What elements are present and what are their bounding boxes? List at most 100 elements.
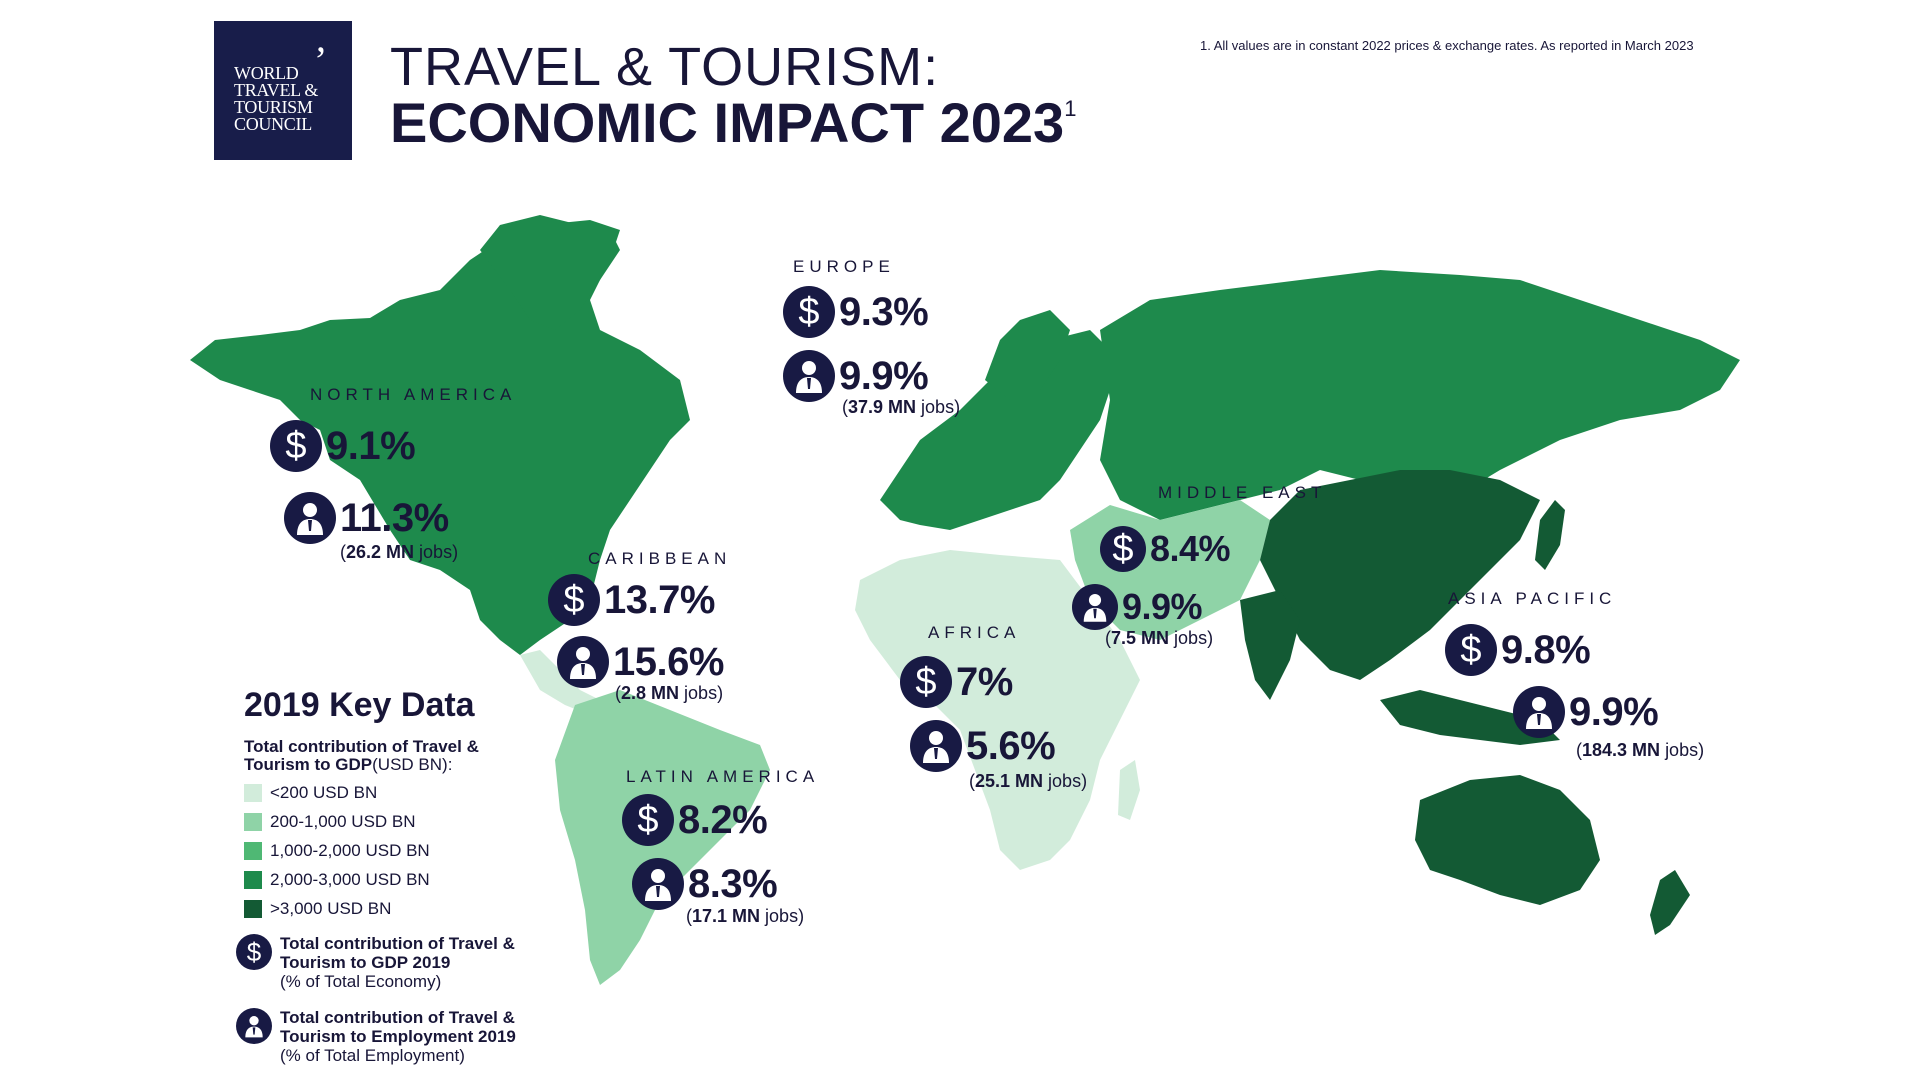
region-name-africa: AFRICA (928, 623, 1021, 642)
title-footnote-marker: 1 (1064, 96, 1077, 121)
land-southeast-asia (1380, 690, 1560, 745)
legend-employment-key-text: Total contribution of Travel & Tourism t… (280, 1008, 570, 1065)
legend-item: 1,000-2,000 USD BN (244, 841, 430, 861)
legend-subtitle: Total contribution of Travel & Tourism t… (244, 738, 544, 774)
page-title-line2: ECONOMIC IMPACT 20231 (390, 90, 1076, 155)
land-madagascar (1118, 760, 1140, 820)
land-north-asia (1100, 270, 1740, 520)
employment-stat-europe: 9.9% (783, 350, 929, 402)
gdp-stat-asia-pacific: $ 9.8% (1445, 624, 1591, 676)
land-japan (1535, 500, 1565, 570)
jobs-number: 17.1 MN (692, 906, 761, 926)
land-north-america (190, 220, 690, 655)
legend-swatch (244, 871, 262, 889)
jobs-asia-pacific: (184.3 MN jobs) (1576, 740, 1705, 760)
logo-line: TRAVEL & (234, 80, 319, 100)
legend-item: 200-1,000 USD BN (244, 812, 416, 832)
gdp-stat-north-america: $ 9.1% (270, 420, 416, 472)
legend-employment-key: Total contribution of Travel & Tourism t… (236, 1008, 570, 1065)
jobs-africa: (25.1 MN jobs) (969, 771, 1088, 791)
land-europe (880, 330, 1110, 530)
dollar-icon: $ (236, 934, 272, 970)
legend-title: 2019 Key Data (244, 686, 475, 724)
land-africa (855, 550, 1140, 870)
gdp-stat-middle-east: $ 8.4% (1100, 526, 1231, 572)
region-name-north-america: NORTH AMERICA (310, 385, 517, 404)
gdp-value: 9.8% (1501, 627, 1591, 672)
jobs-north-america: (26.2 MN jobs) (340, 542, 459, 562)
land-central-america (520, 650, 600, 715)
legend-item: >3,000 USD BN (244, 899, 391, 919)
legend-swatch (244, 900, 262, 918)
gdp-value: 8.2% (678, 797, 768, 842)
legend-label: 200-1,000 USD BN (270, 812, 416, 831)
employment-stat-north-america: 11.3% (284, 492, 449, 544)
gdp-value: 9.3% (839, 289, 929, 334)
employment-stat-middle-east: 9.9% (1072, 584, 1203, 630)
legend-employment-key-normal: (% of Total Employment) (280, 1046, 465, 1065)
logo-line: TOURISM (234, 97, 313, 117)
legend-employment-key-bold: Total contribution of Travel & Tourism t… (280, 1008, 516, 1046)
jobs-number: 7.5 MN (1111, 628, 1170, 648)
dollar-icon: $ (783, 286, 835, 338)
dollar-icon: $ (1100, 526, 1146, 572)
footnote: 1. All values are in constant 2022 price… (1200, 38, 1694, 53)
jobs-number: 25.1 MN (975, 771, 1044, 791)
legend-gdp-key-normal: (% of Total Economy) (280, 972, 442, 991)
person-icon (557, 636, 609, 688)
person-icon (632, 858, 684, 910)
legend-label: 2,000-3,000 USD BN (270, 870, 430, 889)
gdp-value: 9.1% (326, 423, 416, 468)
land-australia (1415, 775, 1600, 905)
land-india (1240, 590, 1300, 700)
employment-value: 15.6% (613, 639, 724, 684)
legend-swatch (244, 842, 262, 860)
person-icon (1513, 686, 1565, 738)
employment-value: 5.6% (966, 723, 1056, 768)
legend-gdp-key: $ Total contribution of Travel & Tourism… (236, 934, 530, 991)
legend-item: 2,000-3,000 USD BN (244, 870, 430, 890)
legend-gdp-key-bold: Total contribution of Travel & Tourism t… (280, 934, 515, 972)
wttc-logo: ’ WORLD TRAVEL & TOURISM COUNCIL (214, 21, 352, 160)
region-name-latin-america: LATIN AMERICA (626, 767, 820, 786)
gdp-value: 13.7% (604, 577, 715, 622)
employment-stat-caribbean: 15.6% (557, 636, 724, 688)
legend-label: <200 USD BN (270, 783, 378, 802)
jobs-word: jobs (1048, 771, 1082, 791)
dollar-icon: $ (548, 574, 600, 626)
employment-value: 8.3% (688, 861, 778, 906)
gdp-stat-latin-america: $ 8.2% (622, 794, 768, 846)
title-text: ECONOMIC IMPACT 2023 (390, 91, 1065, 154)
jobs-number: 37.9 MN (848, 397, 917, 417)
gdp-value: 8.4% (1150, 528, 1231, 569)
land-asia-pacific (1260, 470, 1540, 680)
employment-value: 9.9% (839, 353, 929, 398)
person-icon (783, 350, 835, 402)
region-name-europe: EUROPE (793, 257, 895, 276)
person-icon (1072, 584, 1118, 630)
region-name-asia-pacific: ASIA PACIFIC (1448, 589, 1617, 608)
dollar-icon: $ (1445, 624, 1497, 676)
legend-label: 1,000-2,000 USD BN (270, 841, 430, 860)
employment-value: 9.9% (1122, 586, 1203, 627)
legend-item: <200 USD BN (244, 783, 377, 803)
land-scandinavia (985, 310, 1070, 400)
legend-subtitle-bold: Total contribution of Travel & Tourism t… (244, 737, 479, 774)
logo-text: WORLD TRAVEL & TOURISM COUNCIL (234, 64, 319, 134)
gdp-stat-caribbean: $ 13.7% (548, 574, 715, 626)
dollar-icon: $ (900, 656, 952, 708)
person-icon (910, 720, 962, 772)
jobs-latin-america: (17.1 MN jobs) (686, 906, 805, 926)
person-icon (236, 1008, 272, 1044)
person-icon (284, 492, 336, 544)
legend-label: >3,000 USD BN (270, 899, 392, 918)
region-name-middle-east: MIDDLE EAST (1158, 483, 1327, 502)
land-greenland (480, 215, 620, 330)
gdp-stat-africa: $ 7% (900, 656, 1013, 708)
logo-line: COUNCIL (234, 114, 312, 134)
employment-stat-africa: 5.6% (910, 720, 1056, 772)
land-new-zealand (1650, 870, 1690, 935)
employment-stat-latin-america: 8.3% (632, 858, 778, 910)
jobs-word: jobs (684, 683, 718, 703)
